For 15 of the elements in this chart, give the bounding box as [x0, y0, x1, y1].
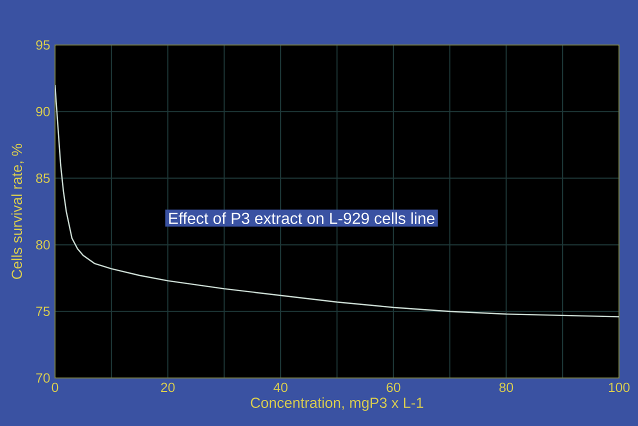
x-axis-title: Concentration, mgP3 x L-1	[250, 397, 424, 411]
x-tick-label: 100	[608, 382, 630, 392]
x-tick-label: 20	[161, 382, 175, 392]
x-tick-label: 60	[386, 382, 400, 392]
text: Effect of P3 extract on L-929 cells line	[169, 212, 434, 224]
y-axis-title: Cells survival rate, %	[11, 144, 24, 279]
y-tick-label: 75	[36, 306, 50, 316]
y-tick-label: 95	[36, 40, 50, 50]
y-tick-label: 70	[36, 373, 50, 383]
y-tick-label: 85	[36, 174, 50, 183]
x-tick-label: 80	[499, 382, 514, 392]
x-tick-label: 40	[274, 382, 288, 392]
x-tick-label: 0	[52, 382, 58, 392]
y-tick-label: 90	[36, 106, 50, 116]
y-tick-label: 80	[36, 240, 50, 250]
